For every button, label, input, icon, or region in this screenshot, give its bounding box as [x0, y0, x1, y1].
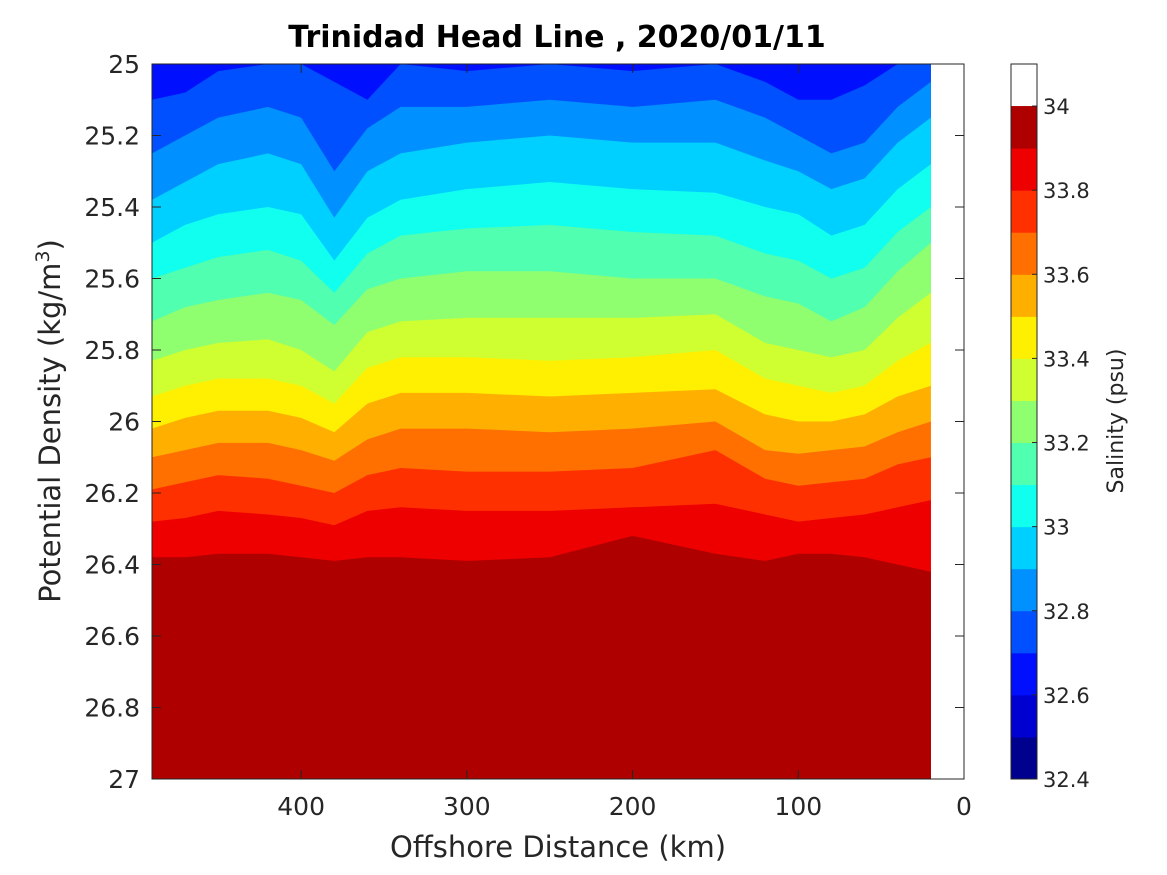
colorbar-tick-label: 33 [1043, 516, 1070, 540]
x-tick-label: 400 [277, 792, 325, 821]
y-axis-label-superscript: 3 [32, 250, 54, 262]
colorbar-label: Salinity (psu) [1104, 349, 1129, 494]
colorbar-tick-label: 33.4 [1043, 347, 1090, 371]
colorbar-ticks: 32.4 32.6 32.8 33 33.2 33.4 33.6 33.8 34 [1032, 95, 1090, 792]
y-tick-label: 25 [108, 50, 140, 79]
colorbar-swatch [1011, 568, 1037, 612]
contour-layer [152, 64, 931, 779]
chart-title: Trinidad Head Line , 2020/01/11 [288, 20, 825, 55]
colorbar-swatch [1011, 484, 1037, 528]
colorbar-swatch [1011, 316, 1037, 359]
plot-area [151, 63, 965, 780]
y-axis-label-close: ) [33, 239, 67, 250]
x-axis-ticks: 400 300 200 100 0 [277, 64, 972, 821]
x-tick-label: 200 [609, 792, 657, 821]
y-axis-label-main: Potential Density (kg/m [33, 263, 67, 603]
colorbar-swatch [1011, 610, 1037, 654]
x-tick-label: 0 [956, 792, 972, 821]
colorbar-swatch [1011, 694, 1037, 738]
y-axis-label: Potential Density (kg/m3) [32, 239, 67, 603]
colorbar-swatch [1011, 274, 1037, 317]
colorbar-frame [1010, 63, 1038, 780]
colorbar-tick-label: 33.2 [1043, 432, 1090, 456]
colorbar-tick-label: 32.4 [1043, 768, 1090, 792]
x-axis-label: Offshore Distance (km) [390, 830, 726, 864]
colorbar: 32.4 32.6 32.8 33 33.2 33.4 33.6 33.8 34 Salinit… [1010, 63, 1129, 792]
y-tick-label: 26.2 [84, 479, 140, 508]
y-tick-label: 27 [108, 765, 140, 794]
y-tick-label: 26.8 [84, 694, 140, 723]
colorbar-swatches [1011, 106, 1037, 780]
y-tick-label: 25.2 [84, 122, 140, 151]
x-tick-label: 100 [774, 792, 822, 821]
colorbar-swatch [1011, 148, 1037, 191]
x-tick-label: 300 [443, 792, 491, 821]
contour-band-34 [152, 636, 931, 779]
colorbar-swatch [1011, 232, 1037, 275]
y-tick-label: 25.6 [84, 265, 140, 294]
colorbar-tick-label: 34 [1043, 95, 1070, 119]
y-tick-label: 26.4 [84, 551, 140, 580]
colorbar-tick-label: 32.8 [1043, 600, 1090, 624]
colorbar-tick-label: 33.6 [1043, 263, 1090, 287]
colorbar-swatch [1011, 190, 1037, 233]
y-tick-label: 26 [108, 408, 140, 437]
colorbar-swatch [1011, 526, 1037, 570]
y-tick-label: 25.8 [84, 336, 140, 365]
colorbar-swatch [1011, 652, 1037, 696]
colorbar-swatch [1011, 442, 1037, 486]
y-axis-ticks: 25 25.2 25.4 25.6 25.8 26 26.2 26.4 26.6 26.8 27 [84, 50, 964, 794]
contour-band-34-1 [367, 743, 550, 779]
colorbar-swatch [1011, 736, 1037, 780]
colorbar-swatch [1011, 400, 1037, 444]
colorbar-tick-label: 32.6 [1043, 684, 1090, 708]
colorbar-swatch [1011, 106, 1037, 149]
y-tick-label: 25.4 [84, 193, 140, 222]
y-tick-label: 26.6 [84, 622, 140, 651]
colorbar-tick-label: 33.8 [1043, 179, 1090, 203]
colorbar-swatch [1011, 358, 1037, 401]
